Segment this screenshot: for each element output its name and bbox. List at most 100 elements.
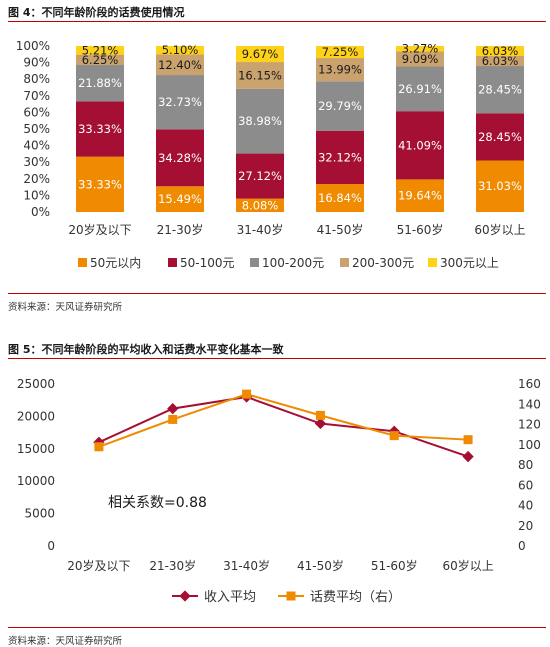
data-label: 16.84% — [318, 191, 362, 205]
x-tick-label: 20岁及以下 — [68, 222, 131, 237]
data-label: 33.33% — [78, 177, 122, 191]
data-label: 28.45% — [478, 83, 522, 97]
bar-segment — [76, 156, 124, 212]
y2-tick-label: 60 — [518, 478, 533, 492]
bar-segment — [236, 62, 284, 89]
y-tick-label: 90% — [23, 56, 50, 70]
bar-segment — [316, 81, 364, 131]
bar-segment — [316, 184, 364, 212]
series-line — [98, 393, 469, 448]
figure4-title-rule — [8, 21, 546, 22]
annotation: 相关系数=0.88 — [108, 495, 207, 511]
chart-legend: 50元以内 50-100元 100-200元 200-300元 300元以上 — [78, 256, 499, 270]
data-label: 38.98% — [238, 114, 282, 128]
bar-segment — [156, 54, 204, 76]
bar-segment — [396, 111, 444, 180]
data-point — [462, 450, 474, 463]
data-label: 28.45% — [478, 130, 522, 144]
bar-segment — [316, 130, 364, 185]
bar-series — [76, 46, 524, 212]
y-tick-label: 60% — [23, 105, 50, 119]
y-tick-label: 0% — [31, 205, 50, 219]
bar-segment — [236, 88, 284, 154]
bar-segment — [396, 66, 444, 112]
data-label: 32.12% — [318, 150, 362, 164]
correlation-annotation: 相关系数=0.88 — [108, 495, 207, 511]
x-tick-label: 41-50岁 — [317, 222, 364, 237]
y-tick-label: 70% — [23, 89, 50, 103]
data-label: 34.28% — [158, 151, 202, 165]
bar-segment — [236, 153, 284, 199]
bar-segment — [396, 46, 444, 52]
bar-segment — [316, 46, 364, 59]
legend-label: 收入平均 — [204, 590, 256, 605]
line-series — [93, 389, 474, 463]
bar-segment — [76, 101, 124, 157]
y-tick-label: 15000 — [17, 442, 55, 456]
bar-segment — [156, 129, 204, 187]
bar-segment — [476, 56, 524, 67]
legend-swatch — [428, 258, 437, 267]
data-label: 29.79% — [318, 99, 362, 113]
data-label: 8.08% — [242, 198, 279, 212]
chart-legend: 收入平均 话费平均（右） — [172, 590, 401, 605]
x-axis-labels: 20岁及以下 21-30岁 31-40岁 41-50岁 51-60岁 60岁以上 — [68, 222, 525, 237]
y-tick-label: 50% — [23, 122, 50, 136]
data-point — [168, 414, 178, 424]
x-tick-label: 31-40岁 — [237, 222, 284, 237]
legend-marker — [179, 590, 191, 602]
y2-tick-label: 20 — [518, 519, 533, 533]
x-tick-label: 41-50岁 — [297, 558, 344, 573]
legend-label: 50-100元 — [180, 256, 235, 270]
bar-segment — [396, 179, 444, 212]
bar-segment — [396, 51, 444, 67]
y-tick-label: 25000 — [17, 377, 55, 391]
data-label: 41.09% — [398, 138, 442, 152]
x-tick-label: 51-60岁 — [397, 222, 444, 237]
legend-label: 50元以内 — [90, 256, 141, 270]
figure5-title-rule — [8, 358, 546, 359]
data-label: 7.25% — [322, 45, 359, 59]
bar-segment — [76, 54, 124, 66]
data-label: 5.21% — [82, 43, 119, 57]
data-point — [463, 435, 473, 445]
y-tick-label: 0 — [47, 539, 55, 553]
y2-tick-label: 40 — [518, 499, 533, 513]
data-label: 33.33% — [78, 122, 122, 136]
y2-tick-label: 120 — [518, 418, 541, 432]
data-label: 19.64% — [398, 189, 442, 203]
y2-tick-label: 80 — [518, 458, 533, 472]
data-label: 6.03% — [482, 54, 519, 68]
bar-segment — [236, 198, 284, 212]
bar-segment — [476, 46, 524, 57]
y2-tick-label: 100 — [518, 438, 541, 452]
x-tick-label: 60岁以上 — [474, 222, 525, 237]
legend-swatch — [168, 258, 177, 267]
legend-swatch — [340, 258, 349, 267]
y2-tick-label: 140 — [518, 397, 541, 411]
legend-label: 200-300元 — [352, 256, 414, 270]
legend-label: 话费平均（右） — [310, 590, 401, 605]
data-label: 27.12% — [238, 169, 282, 183]
y2-tick-label: 0 — [518, 539, 526, 553]
data-label: 32.73% — [158, 95, 202, 109]
data-label: 21.88% — [78, 76, 122, 90]
data-point — [94, 442, 104, 452]
data-label: 12.40% — [158, 58, 202, 72]
y-tick-label: 10000 — [17, 474, 55, 488]
y-tick-label: 20000 — [17, 409, 55, 423]
data-label: 6.03% — [482, 44, 519, 58]
data-label: 15.49% — [158, 192, 202, 206]
y-tick-label: 40% — [23, 139, 50, 153]
left-y-axis-labels: 0 5000 10000 15000 20000 25000 — [17, 377, 55, 553]
x-axis-labels: 20岁及以下 21-30岁 31-40岁 41-50岁 51-60岁 60岁以上 — [67, 558, 493, 573]
y-tick-label: 80% — [23, 72, 50, 86]
data-label: 26.91% — [398, 82, 442, 96]
y-tick-label: 20% — [23, 172, 50, 186]
x-tick-label: 21-30岁 — [157, 222, 204, 237]
y-tick-label: 10% — [23, 188, 50, 202]
data-point — [167, 402, 179, 415]
bar-segment — [476, 66, 524, 114]
data-label: 9.09% — [402, 52, 439, 66]
dual-axis-line-chart: 0 5000 10000 15000 20000 25000 0 20 40 60 80 100 12… — [17, 377, 541, 605]
